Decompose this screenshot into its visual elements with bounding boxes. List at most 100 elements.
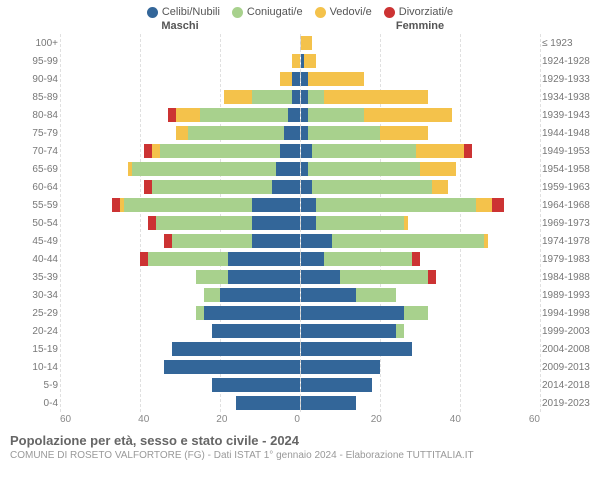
bar-segment bbox=[176, 126, 188, 140]
bar-segment bbox=[228, 270, 300, 284]
bar-segment bbox=[324, 90, 428, 104]
x-tick: 20 bbox=[371, 414, 382, 425]
bar-segment bbox=[148, 216, 156, 230]
bar-segment bbox=[416, 144, 464, 158]
legend: Celibi/NubiliConiugati/eVedovi/eDivorzia… bbox=[0, 0, 600, 20]
bar-segment bbox=[301, 162, 309, 176]
bar-segment bbox=[152, 180, 272, 194]
pyramid-row: 60-641959-1963 bbox=[60, 178, 540, 196]
bar-segment bbox=[476, 198, 492, 212]
x-axis: 6040200 204060 bbox=[0, 412, 600, 425]
bar-segment bbox=[308, 90, 324, 104]
legend-label: Coniugati/e bbox=[247, 6, 303, 18]
female-bar bbox=[301, 270, 541, 284]
age-label: 100+ bbox=[28, 38, 58, 49]
bar-segment bbox=[228, 252, 300, 266]
age-label: 85-89 bbox=[28, 92, 58, 103]
pyramid-row: 70-741949-1953 bbox=[60, 142, 540, 160]
pyramid-row: 50-541969-1973 bbox=[60, 214, 540, 232]
pyramid-row: 20-241999-2003 bbox=[60, 322, 540, 340]
bar-segment bbox=[301, 234, 333, 248]
bar-segment bbox=[301, 288, 357, 302]
legend-item: Coniugati/e bbox=[232, 6, 303, 18]
bar-segment bbox=[272, 180, 300, 194]
bar-segment bbox=[212, 324, 300, 338]
male-bar bbox=[60, 360, 301, 374]
bar-segment bbox=[124, 198, 252, 212]
legend-swatch bbox=[384, 7, 395, 18]
female-bar bbox=[301, 198, 541, 212]
age-label: 50-54 bbox=[28, 218, 58, 229]
female-bar bbox=[301, 288, 541, 302]
bar-segment bbox=[140, 252, 148, 266]
pyramid-row: 0-42019-2023 bbox=[60, 394, 540, 412]
age-label: 75-79 bbox=[28, 128, 58, 139]
legend-swatch bbox=[315, 7, 326, 18]
age-label: 15-19 bbox=[28, 344, 58, 355]
pyramid-row: 95-991924-1928 bbox=[60, 52, 540, 70]
female-bar bbox=[301, 342, 541, 356]
birth-year-label: 1969-1973 bbox=[542, 218, 596, 229]
header-female: Femmine bbox=[300, 20, 540, 32]
legend-label: Vedovi/e bbox=[330, 6, 372, 18]
male-bar bbox=[60, 198, 301, 212]
birth-year-label: 1924-1928 bbox=[542, 56, 596, 67]
bar-segment bbox=[308, 126, 380, 140]
bar-segment bbox=[252, 90, 292, 104]
bar-segment bbox=[148, 252, 228, 266]
bar-segment bbox=[301, 270, 341, 284]
pyramid-row: 85-891934-1938 bbox=[60, 88, 540, 106]
bar-segment bbox=[312, 144, 416, 158]
pyramid-row: 80-841939-1943 bbox=[60, 106, 540, 124]
bar-segment bbox=[224, 90, 252, 104]
male-bar bbox=[60, 54, 301, 68]
bar-segment bbox=[404, 216, 408, 230]
bar-segment bbox=[156, 216, 252, 230]
bar-segment bbox=[144, 144, 152, 158]
female-bar bbox=[301, 108, 541, 122]
bar-segment bbox=[236, 396, 300, 410]
male-bar bbox=[60, 162, 301, 176]
pyramid-row: 100+≤ 1923 bbox=[60, 34, 540, 52]
bar-segment bbox=[428, 270, 436, 284]
age-label: 90-94 bbox=[28, 74, 58, 85]
bar-segment bbox=[196, 306, 204, 320]
female-bar bbox=[301, 36, 541, 50]
bar-segment bbox=[308, 108, 364, 122]
age-label: 20-24 bbox=[28, 326, 58, 337]
male-bar bbox=[60, 378, 301, 392]
bar-segment bbox=[301, 306, 405, 320]
female-bar bbox=[301, 378, 541, 392]
pyramid-row: 30-341989-1993 bbox=[60, 286, 540, 304]
bar-segment bbox=[292, 90, 300, 104]
female-bar bbox=[301, 234, 541, 248]
pyramid-row: 55-591964-1968 bbox=[60, 196, 540, 214]
pyramid-row: 15-192004-2008 bbox=[60, 340, 540, 358]
x-tick: 40 bbox=[450, 414, 461, 425]
birth-year-label: 1954-1958 bbox=[542, 164, 596, 175]
bar-segment bbox=[301, 396, 357, 410]
male-bar bbox=[60, 270, 301, 284]
bar-segment bbox=[252, 216, 300, 230]
bar-segment bbox=[396, 324, 404, 338]
bar-segment bbox=[301, 198, 317, 212]
bar-segment bbox=[172, 342, 300, 356]
female-bar bbox=[301, 396, 541, 410]
pyramid-row: 10-142009-2013 bbox=[60, 358, 540, 376]
male-bar bbox=[60, 306, 301, 320]
x-tick: 60 bbox=[60, 414, 71, 425]
bar-segment bbox=[196, 270, 228, 284]
age-label: 95-99 bbox=[28, 56, 58, 67]
female-bar bbox=[301, 324, 541, 338]
birth-year-label: 1929-1933 bbox=[542, 74, 596, 85]
male-bar bbox=[60, 180, 301, 194]
birth-year-label: 1964-1968 bbox=[542, 200, 596, 211]
bar-segment bbox=[412, 252, 420, 266]
bar-segment bbox=[301, 126, 309, 140]
bar-segment bbox=[404, 306, 428, 320]
age-label: 80-84 bbox=[28, 110, 58, 121]
male-bar bbox=[60, 144, 301, 158]
bar-segment bbox=[301, 360, 381, 374]
bar-segment bbox=[301, 216, 317, 230]
bar-segment bbox=[301, 324, 397, 338]
